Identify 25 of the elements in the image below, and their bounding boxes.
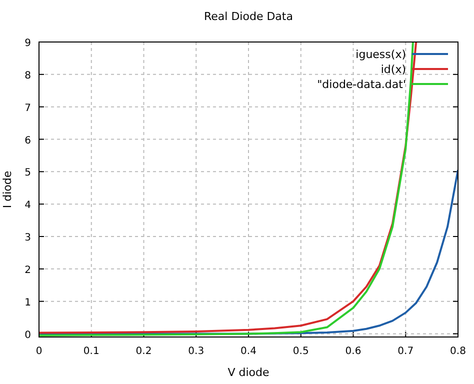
y-tick-label: 4 xyxy=(24,200,31,212)
x-tick-label: 0.7 xyxy=(398,346,414,357)
y-tick-label: 8 xyxy=(24,70,31,82)
y-tick-label: 1 xyxy=(24,297,31,308)
y-tick-label: 2 xyxy=(24,264,31,276)
x-tick-label: 0.8 xyxy=(450,346,466,357)
x-tick-label: 0.3 xyxy=(188,346,204,357)
y-axis-title: I diode xyxy=(1,170,14,208)
y-tick-label: 7 xyxy=(24,102,31,114)
y-tick-label: 6 xyxy=(24,135,31,146)
y-tick-label: 5 xyxy=(24,168,31,179)
x-tick-label: 0 xyxy=(36,346,42,357)
y-tick-label: 9 xyxy=(24,38,31,49)
x-tick-label: 0.2 xyxy=(136,346,152,357)
x-tick-label: 0.5 xyxy=(292,346,309,357)
x-tick-label: 0.6 xyxy=(345,346,362,357)
y-tick-label: 0 xyxy=(24,330,31,341)
chart-title: Real Diode Data xyxy=(204,10,293,23)
legend-label: id(x) xyxy=(380,63,406,76)
legend-label: iguess(x) xyxy=(356,48,406,61)
x-tick-label: 0.1 xyxy=(83,346,100,357)
x-tick-label: 0.4 xyxy=(240,346,256,357)
legend-label: "diode-data.dat' xyxy=(317,78,406,91)
x-axis-title: V diode xyxy=(228,366,270,379)
y-tick-label: 3 xyxy=(24,232,31,244)
